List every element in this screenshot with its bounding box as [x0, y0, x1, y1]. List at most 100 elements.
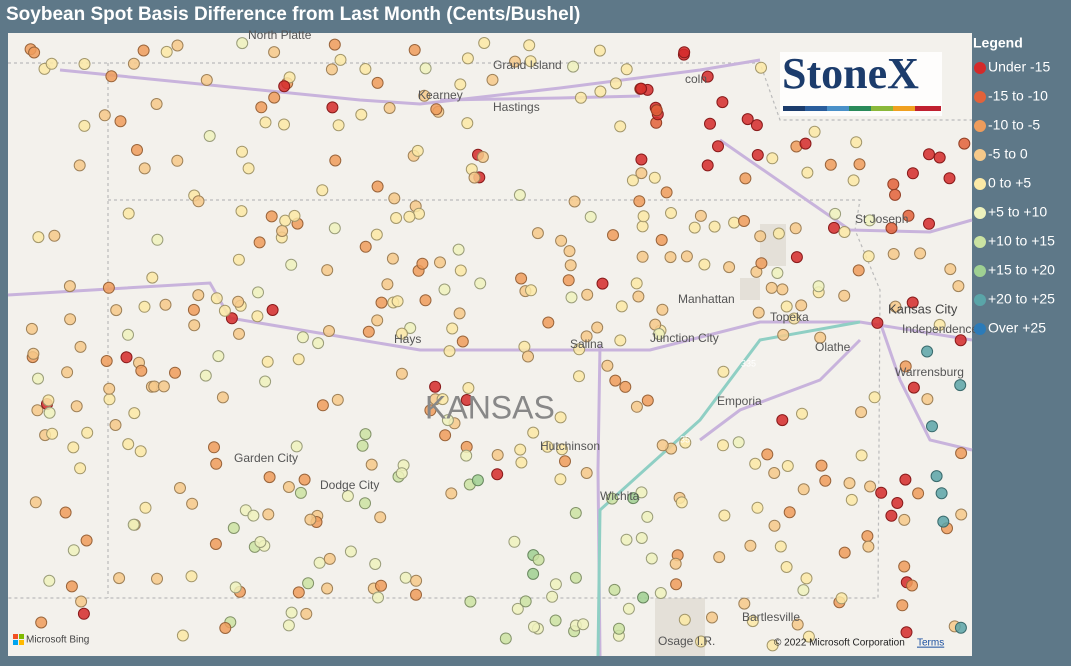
- location-dot: [453, 307, 466, 320]
- location-dot: [114, 115, 127, 128]
- location-dot: [436, 393, 449, 406]
- location-dot: [25, 322, 38, 335]
- location-dot: [29, 496, 42, 509]
- location-dot: [65, 580, 78, 593]
- location-dot: [296, 331, 309, 344]
- location-dot: [419, 62, 432, 75]
- location-dot: [718, 509, 731, 522]
- location-dot: [255, 101, 268, 114]
- location-dot: [923, 148, 935, 161]
- reservation: [655, 598, 705, 656]
- location-dot: [73, 159, 86, 172]
- location-dot: [622, 602, 635, 615]
- location-dot: [630, 400, 643, 413]
- location-dot: [829, 207, 842, 220]
- location-dot: [619, 380, 632, 393]
- legend-marker: [974, 91, 986, 103]
- location-dot: [285, 258, 298, 271]
- location-dot: [210, 292, 223, 305]
- location-dot: [606, 492, 619, 505]
- location-dot: [898, 513, 911, 526]
- location-dot: [679, 436, 692, 449]
- map: North Platte Grand Island Kearney Hastin…: [7, 28, 978, 657]
- location-dot: [128, 407, 141, 420]
- location-dot: [45, 57, 58, 70]
- location-dot: [70, 400, 83, 413]
- location-dot: [751, 501, 764, 514]
- location-dot: [580, 467, 593, 479]
- location-dot: [796, 407, 808, 420]
- location-dot: [781, 460, 794, 472]
- location-dot: [899, 360, 912, 373]
- location-dot: [321, 264, 334, 277]
- location-dot: [906, 167, 919, 180]
- location-dot: [955, 447, 968, 460]
- location-dot: [356, 439, 369, 452]
- location-dot: [761, 448, 774, 461]
- city-label: Bartlesville: [742, 610, 800, 624]
- location-dot: [635, 167, 648, 180]
- location-dot: [276, 225, 289, 237]
- location-dot: [815, 459, 828, 472]
- location-dot: [573, 370, 585, 383]
- location-dot: [828, 221, 840, 234]
- city-label: coln: [685, 72, 707, 86]
- city-label: Hastings: [493, 100, 540, 114]
- location-dot: [137, 44, 150, 57]
- location-dot: [562, 274, 575, 287]
- location-dot: [355, 108, 368, 121]
- location-dot: [664, 251, 677, 264]
- location-dot: [359, 240, 372, 253]
- location-dot: [120, 351, 133, 364]
- location-dot: [907, 381, 920, 394]
- location-dot: [109, 419, 122, 431]
- location-dot: [819, 474, 832, 487]
- location-dot: [542, 316, 555, 329]
- legend-marker: [974, 294, 986, 306]
- location-dot: [61, 366, 74, 379]
- location-dot: [446, 322, 459, 335]
- location-dot: [615, 300, 628, 313]
- location-dot: [665, 207, 677, 219]
- city-label: Topeka: [770, 310, 809, 324]
- legend-label: +20 to +25: [988, 291, 1055, 307]
- location-dot: [254, 536, 267, 548]
- location-dot: [935, 487, 948, 500]
- location-dot: [27, 347, 40, 360]
- location-dot: [371, 76, 384, 89]
- location-dot: [912, 487, 925, 500]
- location-dot: [914, 247, 927, 260]
- location-dot: [525, 284, 537, 297]
- terms-link[interactable]: Terms: [917, 638, 944, 649]
- location-dot: [282, 619, 295, 632]
- location-dot: [395, 327, 408, 340]
- location-dot: [567, 60, 580, 73]
- location-dot: [176, 629, 189, 642]
- location-dot: [653, 328, 665, 340]
- location-dot: [853, 158, 866, 171]
- location-dot: [650, 104, 663, 117]
- location-dot: [896, 599, 909, 612]
- location-dot: [419, 294, 432, 307]
- city-label: Warrensburg: [895, 365, 964, 379]
- location-dot: [105, 70, 118, 83]
- location-dot: [100, 355, 113, 367]
- location-dot: [278, 118, 290, 131]
- location-dot: [134, 445, 147, 458]
- location-dot: [334, 53, 347, 66]
- location-dot: [636, 250, 649, 263]
- location-dot: [35, 616, 48, 629]
- location-dot: [565, 291, 578, 304]
- location-dot: [375, 579, 387, 592]
- location-dot: [471, 474, 484, 487]
- location-dot: [418, 89, 431, 102]
- city-label: Kearney: [418, 88, 463, 102]
- location-dot: [235, 205, 248, 218]
- location-dot: [546, 590, 559, 603]
- location-dot: [739, 172, 752, 185]
- location-dot: [292, 353, 305, 366]
- legend-marker: [974, 236, 986, 248]
- location-dot: [461, 117, 474, 130]
- location-dot: [695, 635, 707, 648]
- location-dot: [192, 195, 205, 208]
